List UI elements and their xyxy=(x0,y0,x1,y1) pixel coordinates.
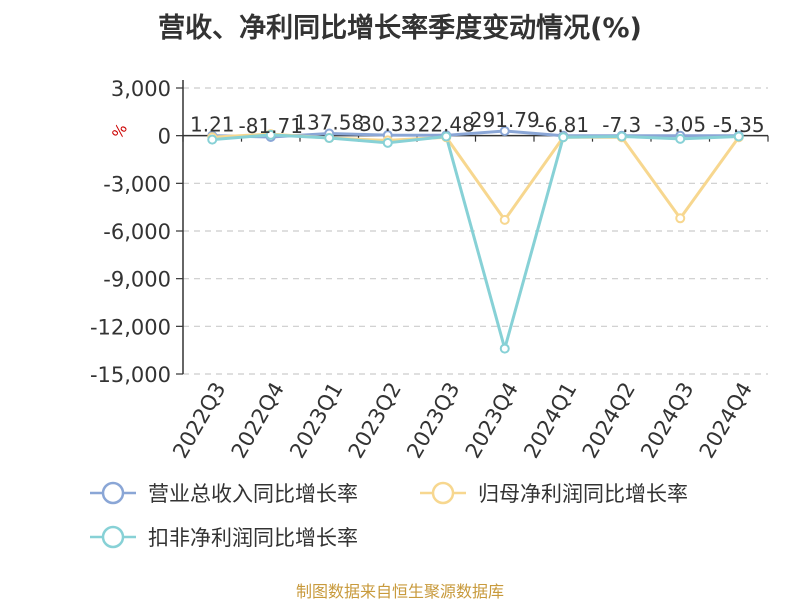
data-label: 22.48 xyxy=(418,112,475,136)
y-axis-unit-label: % xyxy=(108,120,131,141)
legend-label: 扣非净利润同比增长率 xyxy=(148,526,358,550)
y-tick-label: 0 xyxy=(158,125,171,149)
grid-lines xyxy=(183,87,768,375)
data-point xyxy=(675,133,686,144)
data-label: -6.81 xyxy=(537,113,589,137)
legend-label: 营业总收入同比增长率 xyxy=(148,482,358,506)
legend-item-revenue[interactable]: 营业总收入同比增长率 xyxy=(88,478,358,508)
y-tick-label: 3,000 xyxy=(111,77,171,101)
legend-marker-icon xyxy=(90,481,136,505)
legend-label: 归母净利润同比增长率 xyxy=(478,482,688,506)
y-tick-label: -6,000 xyxy=(103,220,171,244)
data-point xyxy=(733,131,744,142)
data-point xyxy=(675,213,686,224)
y-tick-label: -3,000 xyxy=(103,172,171,196)
data-point xyxy=(382,137,393,148)
y-tick-label: -15,000 xyxy=(90,363,171,387)
legend-item-net-profit[interactable]: 归母净利润同比增长率 xyxy=(418,478,688,508)
source-note: 制图数据来自恒生聚源数据库 xyxy=(295,582,504,601)
series-line-1 xyxy=(212,132,740,222)
data-label: 1.21 xyxy=(190,113,235,137)
data-label: 30.33 xyxy=(359,112,416,136)
data-point xyxy=(616,131,627,142)
series-lines xyxy=(207,126,744,354)
x-tick-label: 2024Q2 xyxy=(578,378,640,462)
data-point xyxy=(499,126,510,137)
data-point xyxy=(265,129,276,140)
data-label: -7.3 xyxy=(602,113,641,137)
data-point xyxy=(499,214,510,225)
data-label: -5.35 xyxy=(713,113,765,137)
y-tick-label: -12,000 xyxy=(90,315,171,339)
y-tick-label: -9,000 xyxy=(103,268,171,292)
data-point xyxy=(558,132,569,143)
x-tick-label: 2023Q2 xyxy=(344,378,406,462)
data-label: -81.71 xyxy=(239,114,303,138)
data-label: 137.58 xyxy=(294,110,364,134)
legend-marker-icon xyxy=(90,525,136,549)
x-tick-label: 2023Q3 xyxy=(402,378,464,462)
data-point xyxy=(499,343,510,354)
x-tick-label: 2024Q4 xyxy=(695,378,757,462)
series-line-2 xyxy=(212,133,739,351)
x-tick-label: 2022Q4 xyxy=(227,378,289,462)
legend-marker-icon xyxy=(420,481,466,505)
x-tick-label: 2024Q1 xyxy=(519,378,581,462)
data-label: -3.05 xyxy=(654,113,706,137)
data-point xyxy=(324,133,335,144)
x-tick-label: 2024Q3 xyxy=(636,378,698,462)
data-label: 291.79 xyxy=(470,108,540,132)
data-point xyxy=(207,134,218,145)
chart-title: 营收、净利同比增长率季度变动情况(%) xyxy=(158,13,642,44)
x-tick-label: 2022Q3 xyxy=(168,378,230,462)
x-tick-label: 2023Q1 xyxy=(285,378,347,462)
data-point xyxy=(441,131,452,142)
x-tick-label: 2023Q4 xyxy=(461,378,523,462)
legend-item-deducted-profit[interactable]: 扣非净利润同比增长率 xyxy=(88,522,358,552)
